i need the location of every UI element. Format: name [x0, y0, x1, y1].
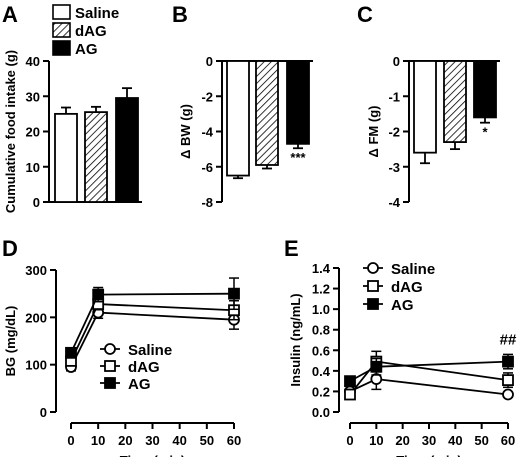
- panel-b-significance-label: ***: [290, 150, 306, 165]
- legend-label-dag: dAG: [75, 23, 107, 40]
- panel-a-bar-saline: [54, 112, 78, 203]
- panel-e-legend-marker-dag: [367, 280, 379, 292]
- panel-e-annotation: ##: [500, 331, 517, 348]
- panel-e-y-tick-label: 0.4: [312, 364, 331, 379]
- panel-d-point-ag: [65, 346, 77, 359]
- panel-e-y-tick-label: 1.0: [312, 302, 330, 317]
- bar-legend: Saline dAG AG: [52, 4, 119, 58]
- panel-e-legend-label-saline: Saline: [391, 261, 435, 278]
- panel-c-significance-label: *: [482, 125, 488, 140]
- panel-e-x-axis-label: Time (min): [396, 453, 462, 457]
- legend-swatch-saline: [52, 4, 71, 20]
- panel-d-legend-label-dag: dAG: [128, 359, 160, 376]
- panel-e-point-dag: [502, 374, 514, 387]
- panel-d-point-ag: [228, 287, 240, 300]
- panel-b-bar-ag: [286, 60, 310, 145]
- panel-d-y-axis-label: BG (mg/dL): [3, 306, 18, 377]
- panel-b-y-tick-label: -6: [201, 160, 213, 175]
- panel-d-y-tick-label: 100: [25, 358, 47, 373]
- panel-d-point-ag: [92, 288, 105, 301]
- panel-b-bar-dag: [255, 60, 279, 166]
- panel-a-y-tick-label: 0: [33, 195, 40, 210]
- panel-d-x-tick-label: 50: [200, 433, 214, 448]
- panel-e-x-tick-label: 30: [422, 433, 436, 448]
- panel-c-bar-saline: [413, 60, 437, 154]
- panel-b-y-tick-label: 0: [206, 54, 213, 69]
- panel-d-y-tick-label: 200: [25, 310, 47, 325]
- panel-d-legend-marker-ag: [104, 377, 116, 389]
- panel-e-y-tick-label: 0.6: [312, 343, 330, 358]
- panel-c-y-tick-label: -3: [388, 160, 400, 175]
- panel-e-x-tick-label: 20: [395, 433, 409, 448]
- panel-c-y-tick-label: -2: [388, 125, 400, 140]
- panel-e-y-tick-label: 0.2: [312, 384, 330, 399]
- panel-e-y-tick-label: 0.8: [312, 323, 330, 338]
- panel-label-a: A: [2, 2, 18, 27]
- panel-e-point-saline: [502, 388, 514, 401]
- panel-d-legend-marker-dag: [104, 360, 116, 372]
- panel-c-y-tick-label: -1: [388, 89, 400, 104]
- panel-e-point-ag: [344, 375, 356, 388]
- panel-b-y-tick-label: -4: [201, 125, 213, 140]
- panel-a-y-axis-label: Cumulative food intake (g): [3, 50, 18, 213]
- panel-b-body-weight-chart: 0 -2 -4 -6 -8 *** Δ BW (g): [178, 54, 313, 210]
- panel-d-x-tick-label: 30: [145, 433, 159, 448]
- panel-e-point-ag: [502, 355, 514, 368]
- panel-e-insulin-chart: 0.0 0.2 0.4 0.6 0.8 1.0 1.2 1.4 0 10 20 30 40 50 60 Tim…: [288, 261, 517, 457]
- panel-d-y-tick-label: 300: [25, 263, 47, 278]
- panel-d-x-tick-label: 40: [172, 433, 186, 448]
- panel-e-x-tick-label: 0: [346, 433, 353, 448]
- panel-a-bar-ag: [115, 97, 139, 203]
- panel-c-fat-mass-chart: 0 -1 -2 -3 -4 * Δ FM (g): [366, 54, 500, 210]
- panel-label-c: C: [357, 2, 373, 27]
- panel-e-point-ag: [370, 360, 383, 373]
- panel-label-e: E: [284, 236, 299, 261]
- panel-c-bar-ag: [473, 60, 497, 119]
- panel-a-y-tick-label: 40: [26, 54, 40, 69]
- panel-e-x-tick-label: 40: [448, 433, 462, 448]
- panel-b-bar-saline: [226, 60, 250, 177]
- panel-a-y-tick-label: 30: [26, 89, 40, 104]
- panel-d-x-tick-label: 60: [227, 433, 241, 448]
- panel-e-point-dag: [344, 388, 356, 401]
- panel-e-legend-label-ag: AG: [391, 297, 414, 314]
- panel-a-y-tick-label: 10: [26, 160, 40, 175]
- panel-b-y-axis-label: Δ BW (g): [178, 104, 193, 159]
- panel-e-x-tick-label: 50: [474, 433, 488, 448]
- panel-c-y-tick-label: 0: [393, 54, 400, 69]
- legend-swatch-ag: [52, 40, 71, 56]
- panel-d-x-axis-label: Time (min): [120, 453, 186, 457]
- panel-a-y-tick-label: 20: [26, 125, 40, 140]
- panel-d-legend-label-saline: Saline: [128, 342, 172, 359]
- panel-e-legend-marker-ag: [367, 298, 379, 310]
- legend-swatch-dag: [52, 22, 71, 38]
- legend-label-saline: Saline: [75, 5, 119, 22]
- panel-e-y-tick-label: 1.2: [312, 282, 330, 297]
- panel-d-x-tick-label: 0: [67, 433, 74, 448]
- panel-e-legend-marker-saline: [367, 262, 379, 274]
- panel-e-legend-label-dag: dAG: [391, 279, 423, 296]
- panel-c-y-axis-label: Δ FM (g): [366, 106, 381, 158]
- panel-c-y-tick-label: -4: [388, 195, 400, 210]
- panel-b-y-tick-label: -2: [201, 89, 213, 104]
- panel-d-legend-marker-saline: [104, 343, 116, 355]
- panel-e-x-tick-label: 10: [369, 433, 383, 448]
- panel-label-b: B: [172, 2, 188, 27]
- panel-label-d: D: [2, 236, 18, 261]
- panel-b-y-tick-label: -8: [201, 195, 213, 210]
- panel-d-x-tick-label: 20: [118, 433, 132, 448]
- panel-e-y-tick-label: 0.0: [312, 405, 330, 420]
- panel-e-y-axis-label: Insulin (ng/mL): [288, 293, 303, 386]
- panel-e-y-tick-label: 1.4: [312, 261, 331, 276]
- panel-d-blood-glucose-chart: 0 100 200 300 0 10 20 30 40 50 60 Time (min) BG (mg/…: [3, 263, 241, 457]
- panel-e-x-tick-label: 60: [501, 433, 515, 448]
- panel-a-bar-dag: [84, 111, 108, 203]
- legend-label-ag: AG: [75, 41, 98, 58]
- panel-a-food-intake-chart: 0 10 20 30 40 Cumulative food intake (g): [3, 50, 142, 213]
- panel-d-x-tick-label: 10: [91, 433, 105, 448]
- panel-d-legend-label-ag: AG: [128, 376, 151, 393]
- panel-d-y-tick-label: 0: [40, 405, 47, 420]
- panel-c-bar-dag: [443, 60, 467, 143]
